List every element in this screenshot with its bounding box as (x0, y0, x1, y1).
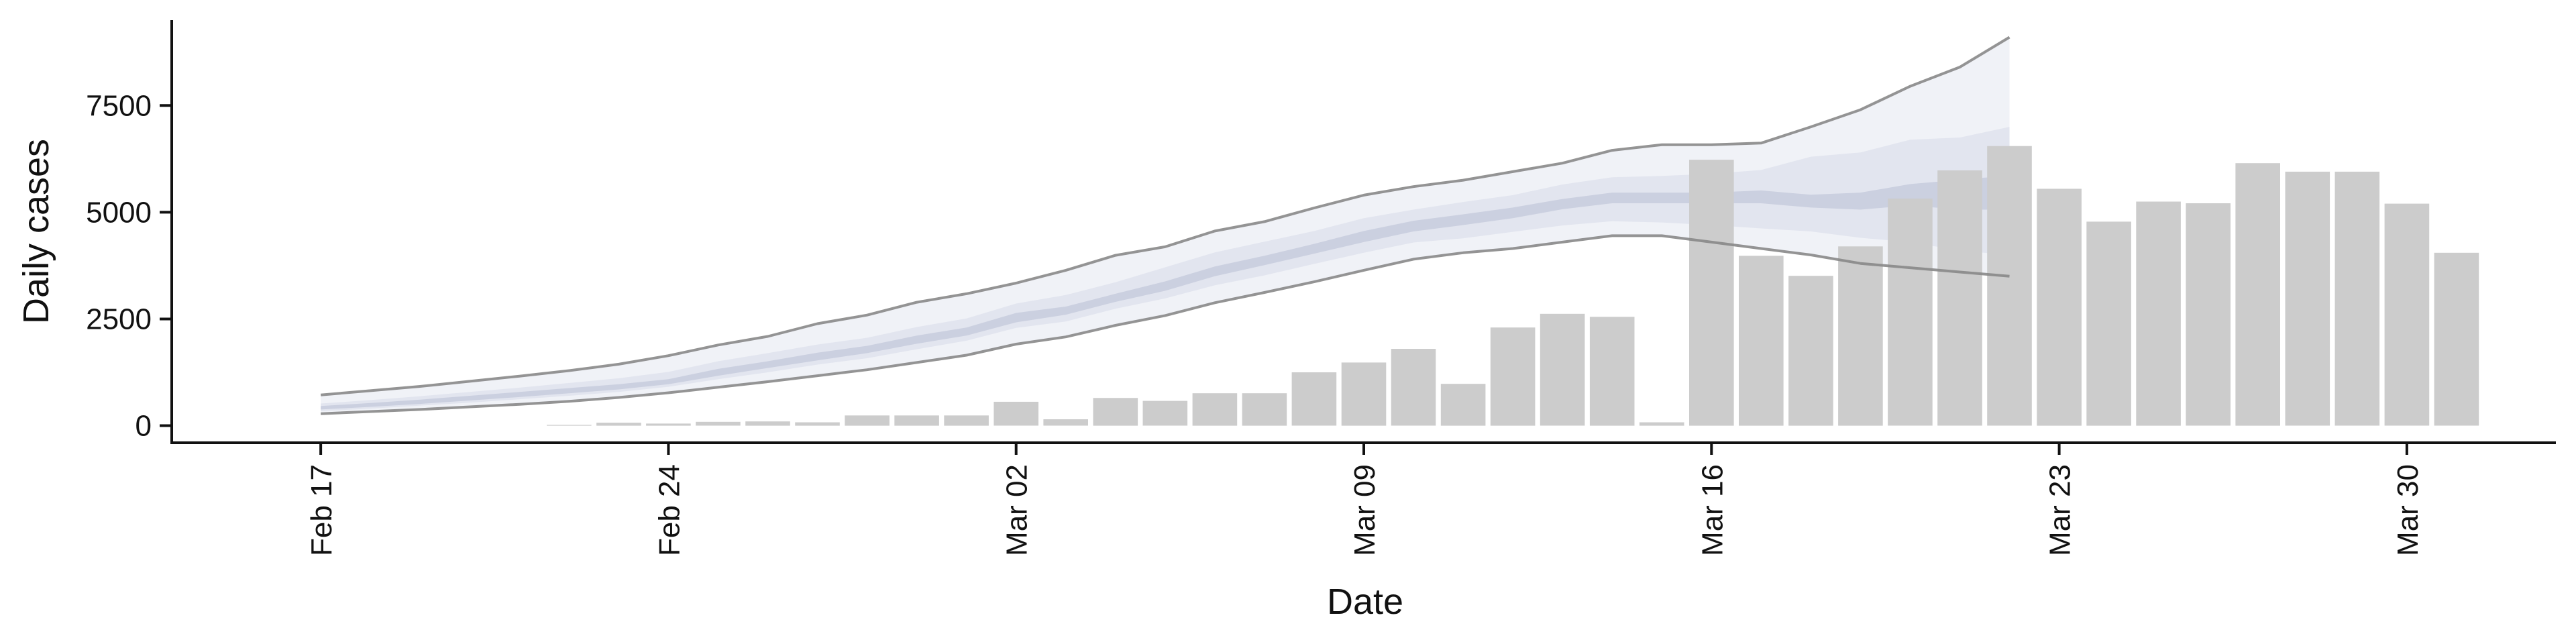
y-tick-label-2500: 2500 (86, 303, 152, 335)
bar-2020-03-11 (1440, 384, 1486, 426)
bar-2020-03-04 (1093, 398, 1138, 426)
bar-2020-03-17 (1739, 256, 1784, 426)
y-tick-label-5000: 5000 (86, 196, 152, 229)
band-20 (321, 175, 2010, 410)
bar-2020-03-01 (944, 415, 989, 426)
bar-2020-03-27 (2235, 163, 2280, 426)
bar-2020-02-26 (745, 421, 790, 426)
bar-2020-03-28 (2285, 171, 2330, 426)
bar-2020-03-23 (2037, 189, 2082, 426)
upper-bound-line (320, 36, 2010, 396)
x-tick-label-2020-03-09: Mar 09 (1348, 464, 1381, 556)
bar-2020-03-30 (2384, 203, 2430, 426)
bar-2020-03-15 (1639, 422, 1684, 426)
estimate-bound-lines (320, 36, 2010, 415)
x-tick-label-2020-02-17: Feb 17 (305, 464, 338, 556)
estimate-bands (321, 37, 2010, 414)
y-tick-label-7500: 7500 (86, 89, 152, 122)
x-tick-label-2020-03-16: Mar 16 (1696, 464, 1729, 556)
bar-2020-02-23 (596, 423, 641, 426)
x-tick-label-2020-03-02: Mar 02 (1001, 464, 1034, 556)
bar-2020-02-25 (696, 421, 741, 426)
bar-2020-02-29 (894, 415, 939, 426)
bar-2020-03-05 (1142, 400, 1188, 426)
bar-2020-03-19 (1838, 246, 1883, 426)
bar-2020-03-13 (1540, 313, 1585, 426)
bar-2020-03-25 (2136, 201, 2181, 426)
bar-2020-03-08 (1291, 372, 1337, 426)
bar-2020-03-10 (1391, 349, 1436, 426)
bar-2020-03-22 (1987, 146, 2032, 426)
bar-2020-03-02 (994, 401, 1038, 426)
x-tick-label-2020-03-30: Mar 30 (2392, 464, 2424, 556)
bar-2020-03-21 (1937, 170, 1982, 426)
y-axis-ticks: 0 2500 5000 7500 (86, 89, 172, 443)
bar-2020-03-07 (1242, 393, 1287, 426)
bar-2020-03-12 (1490, 327, 1536, 426)
bar-2020-02-28 (845, 415, 890, 426)
y-tick-label-0: 0 (136, 410, 152, 443)
reported-cases-bars (547, 146, 2479, 426)
bar-2020-03-09 (1341, 362, 1387, 426)
x-tick-label-2020-03-23: Mar 23 (2044, 464, 2077, 556)
band-90 (321, 37, 2010, 414)
bar-2020-03-18 (1788, 276, 1833, 426)
bar-2020-03-26 (2186, 203, 2231, 426)
bar-2020-03-16 (1689, 160, 1734, 426)
bar-2020-03-29 (2334, 171, 2380, 426)
x-axis-title: Date (1327, 582, 1403, 622)
bar-2020-03-20 (1888, 199, 1933, 426)
y-axis-title: Daily cases (16, 139, 56, 324)
bar-2020-03-24 (2086, 221, 2131, 426)
bar-2020-03-31 (2434, 252, 2479, 426)
bar-2020-03-03 (1043, 419, 1088, 426)
bar-2020-02-27 (795, 422, 840, 426)
bar-2020-03-14 (1589, 317, 1635, 426)
x-axis-ticks: Feb 17 Feb 24 Mar 02 Mar 09 Mar 16 Mar 23 Mar … (305, 443, 2424, 556)
bar-2020-02-24 (646, 423, 691, 426)
lower-bound-line (321, 234, 2010, 415)
bar-2020-03-06 (1192, 393, 1238, 426)
x-tick-label-2020-02-24: Feb 24 (653, 464, 686, 556)
